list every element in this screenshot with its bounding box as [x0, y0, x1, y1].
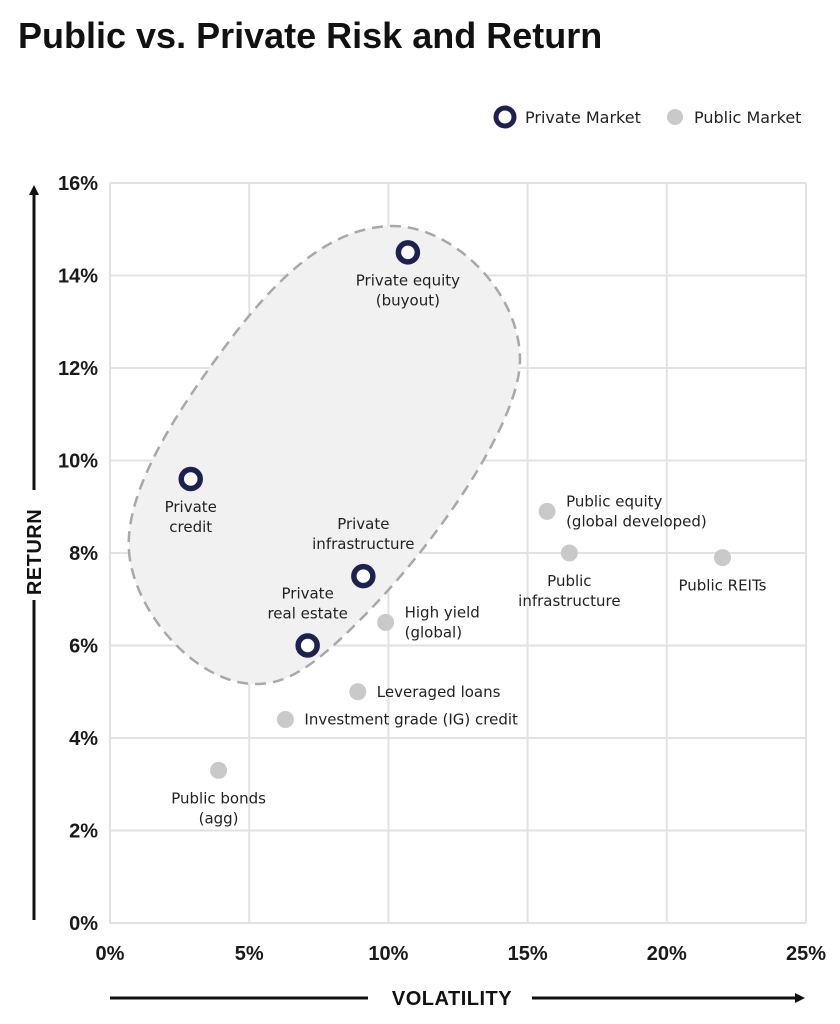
legend-public-marker	[667, 109, 683, 125]
point-public-infrastructure	[560, 544, 578, 562]
y-tick-label: 0%	[69, 913, 98, 935]
x-axis-label: VOLATILITY	[392, 988, 512, 1010]
x-tick-label: 10%	[368, 943, 408, 965]
legend-public-label: Public Market	[694, 108, 801, 127]
data-label-public-bonds-agg: Public bonds	[171, 789, 266, 807]
data-label-private-real-estate: Private	[282, 585, 334, 603]
data-label-public-bonds-agg: (agg)	[199, 809, 239, 827]
point-private-real-estate	[295, 633, 320, 658]
data-label-public-equity-global-developed: (global developed)	[566, 512, 707, 530]
data-label-public-equity-global-developed: Public equity	[566, 492, 662, 510]
point-private-credit	[178, 466, 203, 492]
data-label-public-infrastructure: infrastructure	[518, 592, 620, 610]
legend: Private Market Public Market	[493, 105, 801, 129]
legend-private-label: Private Market	[525, 108, 641, 127]
data-label-private-infrastructure: infrastructure	[312, 535, 414, 553]
y-tick-label: 4%	[69, 728, 98, 750]
data-label-private-credit: credit	[169, 518, 212, 536]
x-tick-label: 0%	[96, 943, 125, 965]
x-tick-label: 20%	[647, 943, 687, 965]
y-tick-label: 16%	[58, 173, 98, 195]
data-label-leveraged-loans: Leveraged loans	[377, 683, 501, 701]
legend-private-marker	[493, 105, 517, 129]
data-label-private-infrastructure: Private	[337, 515, 389, 533]
x-tick-label: 15%	[508, 943, 548, 965]
chart-title: Public vs. Private Risk and Return	[18, 15, 602, 56]
y-tick-label: 14%	[58, 266, 98, 288]
data-label-public-reits: Public REITs	[678, 577, 766, 595]
point-public-bonds-agg	[210, 761, 228, 779]
x-tick-label: 25%	[786, 943, 826, 965]
private-market-highlight	[127, 224, 522, 686]
data-label-public-infrastructure: Public	[547, 572, 591, 590]
data-label-high-yield-global: High yield	[405, 603, 480, 621]
x-tick-label: 5%	[235, 943, 264, 965]
y-tick-label: 12%	[58, 358, 98, 380]
y-tick-label: 8%	[69, 543, 98, 565]
data-label-private-real-estate: real estate	[267, 605, 347, 623]
data-label-private-equity-buyout: (buyout)	[376, 291, 440, 309]
tick-labels: 0% 2% 4% 6% 8% 10% 12% 14% 16% 0% 5% 10% 15% 20% 25%	[58, 173, 826, 965]
y-axis-label: RETURN	[24, 509, 46, 595]
point-private-infrastructure	[351, 563, 376, 589]
data-labels: Private equity (buyout) Private credit Priva…	[165, 271, 767, 827]
data-label-private-credit: Private	[165, 498, 217, 516]
y-tick-label: 2%	[69, 821, 98, 843]
data-label-investment-grade-ig-credit: Investment grade (IG) credit	[304, 711, 518, 729]
point-leveraged-loans	[349, 683, 367, 701]
point-investment-grade-ig-credit	[276, 711, 294, 728]
point-private-equity-buyout	[395, 240, 421, 265]
axes: RETURN VOLATILITY	[24, 185, 805, 1010]
y-tick-label: 10%	[58, 451, 98, 473]
y-tick-label: 6%	[69, 636, 98, 658]
point-public-reits	[713, 549, 731, 567]
data-label-high-yield-global: (global)	[405, 623, 462, 641]
point-public-equity-global-developed	[538, 502, 556, 520]
point-high-yield-global	[377, 613, 395, 631]
data-points	[178, 240, 731, 779]
data-label-private-equity-buyout: Private equity	[356, 271, 460, 289]
